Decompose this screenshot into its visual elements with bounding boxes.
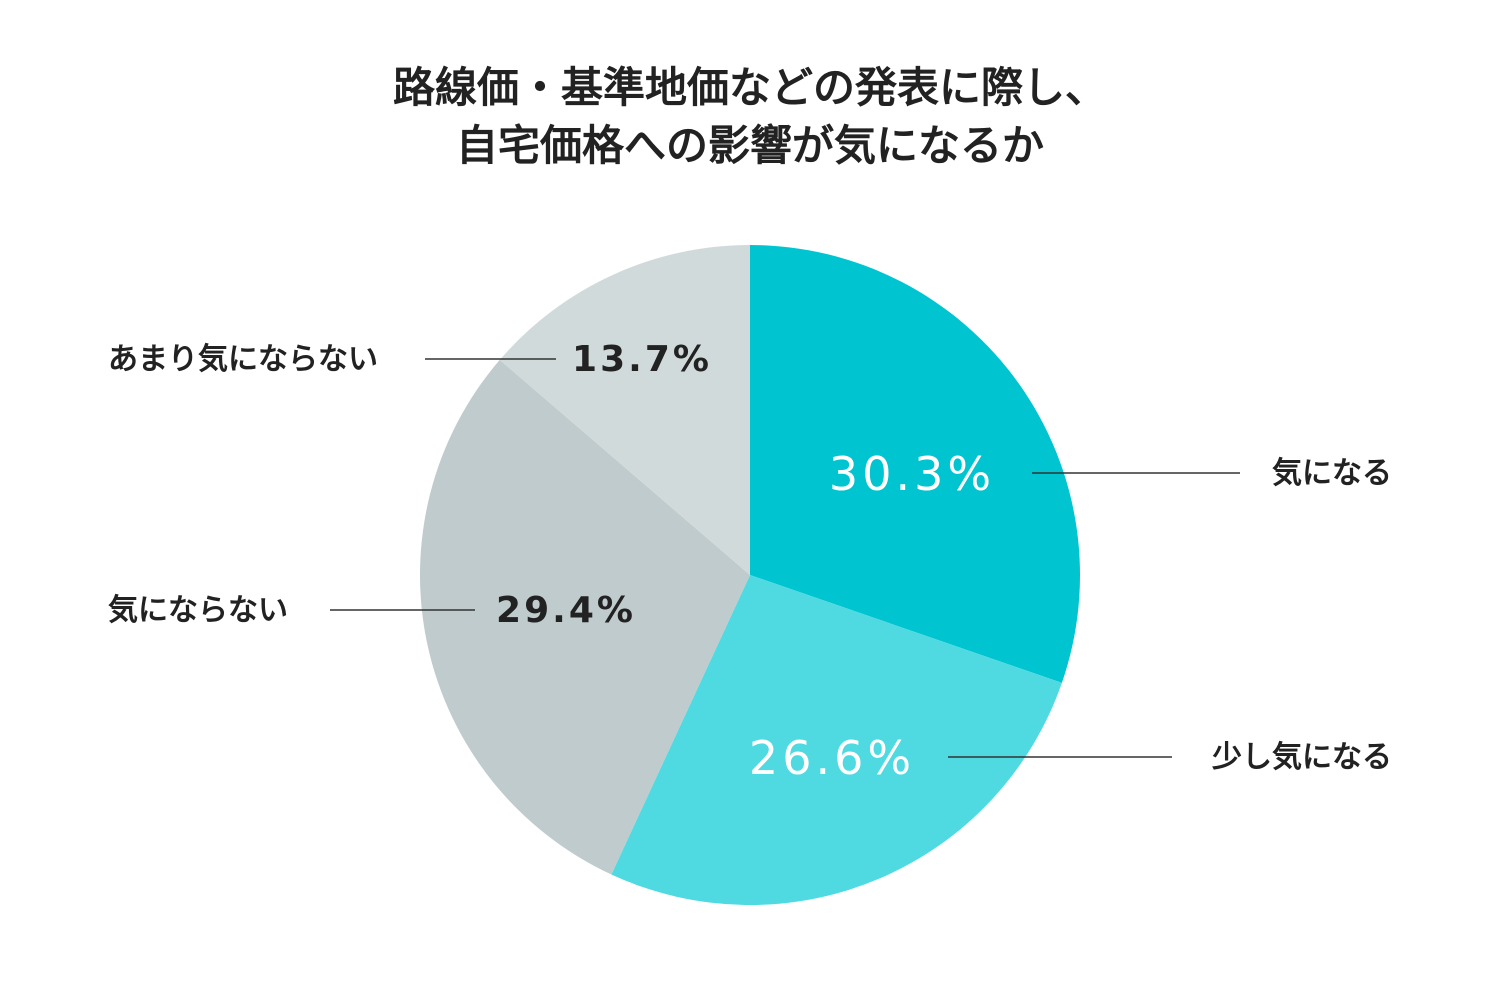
slice-value-kininaru: 30.3% <box>829 447 995 501</box>
pie-slices <box>420 245 1080 905</box>
slice-label-kininaru: 気になる <box>1272 456 1392 491</box>
pie-slice-sukoshi-kininaru <box>611 575 1062 905</box>
chart-title-line-1: 路線価・基準地価などの発表に際し、 <box>393 63 1107 112</box>
slice-label-kininaranai: 気にならない <box>108 593 288 628</box>
chart-title-line-2: 自宅価格への影響が気になるか <box>456 121 1044 170</box>
slice-label-sukoshi-kininaru: 少し気になる <box>1212 740 1392 775</box>
slice-label-amari-kininaranai: あまり気にならない <box>108 342 378 377</box>
chart-title: 路線価・基準地価などの発表に際し、 自宅価格への影響が気になるか <box>393 63 1107 170</box>
slice-value-kininaranai: 29.4% <box>496 590 636 631</box>
slice-value-amari-kininaranai: 13.7% <box>572 339 712 380</box>
pie-slice-kininaranai <box>420 359 750 875</box>
pie-slice-kininaru <box>750 245 1080 683</box>
pie-slice-amari-kininaranai <box>499 245 750 575</box>
slice-value-sukoshi-kininaru: 26.6% <box>749 731 915 785</box>
